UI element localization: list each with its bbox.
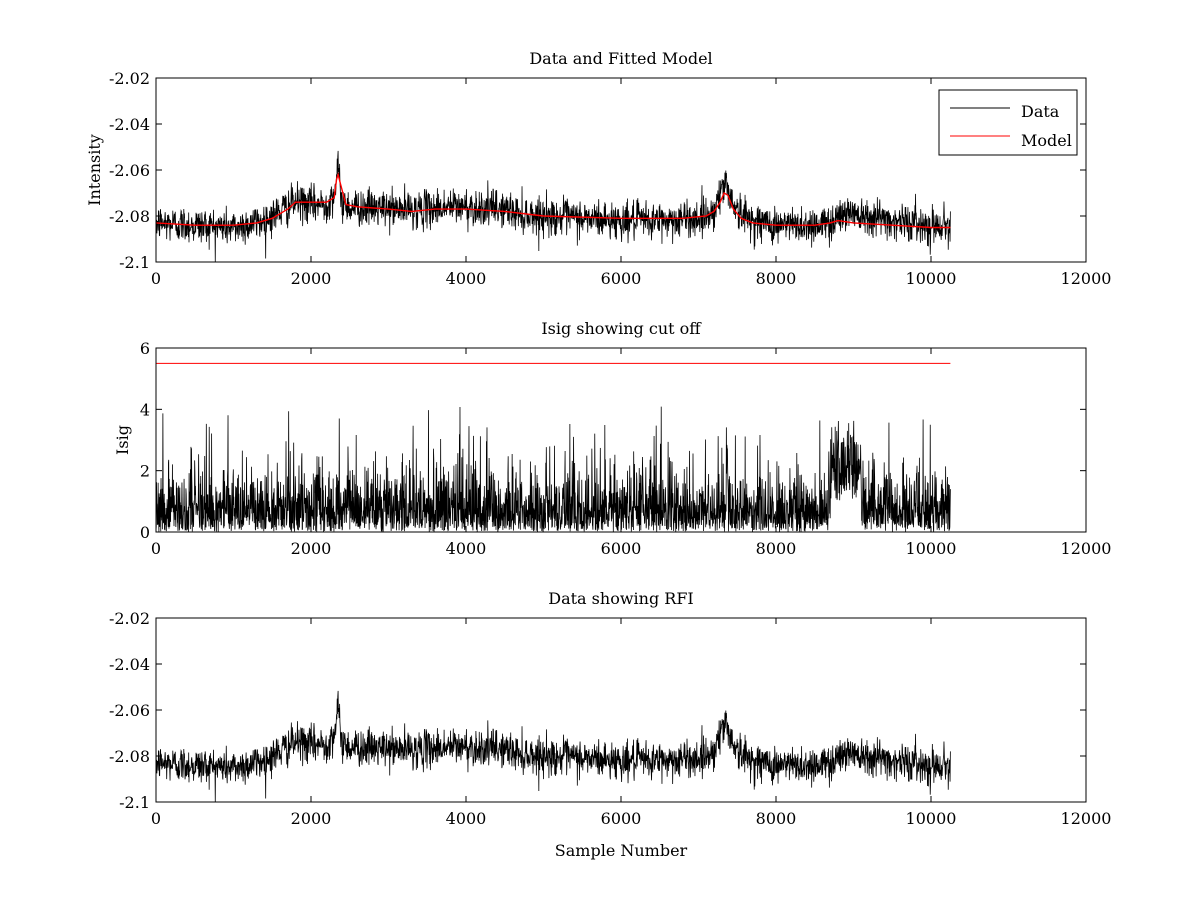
x-tick-label: 8000 xyxy=(756,539,797,558)
panel-2-ticks: 0 2000 4000 6000 8000 10000 12000 0 2 4 6 xyxy=(140,339,1112,558)
panel-3-plot-area xyxy=(155,690,951,803)
x-tick-label: 0 xyxy=(151,539,161,558)
x-tick-label: 2000 xyxy=(291,809,332,828)
x-tick-label: 12000 xyxy=(1061,809,1112,828)
panel-data-showing-rfi: Data showing RFI 0 2000 4000 6000 8000 10000 1… xyxy=(109,589,1111,860)
y-tick-label: -2.1 xyxy=(119,253,150,272)
panel-3-title: Data showing RFI xyxy=(548,589,693,608)
x-tick-label: 6000 xyxy=(601,809,642,828)
x-tick-label: 8000 xyxy=(756,809,797,828)
panel-isig-showing-cut-off: Isig showing cut off Isig 0 2000 4000 6000 8… xyxy=(113,319,1111,558)
y-tick-label: -2.04 xyxy=(109,115,150,134)
y-tick-label: -2.06 xyxy=(109,161,150,180)
panel-1-ylabel: Intensity xyxy=(85,134,104,206)
x-tick-label: 12000 xyxy=(1061,539,1112,558)
y-tick-label: 6 xyxy=(140,339,150,358)
model-series-line xyxy=(155,172,951,229)
isig-series-line xyxy=(155,406,951,532)
legend-model-label: Model xyxy=(1021,131,1072,150)
panel-1-plot-area xyxy=(155,150,951,263)
rfi-data-series-line xyxy=(155,690,951,803)
panel-2-title: Isig showing cut off xyxy=(541,319,702,338)
x-tick-label: 0 xyxy=(151,809,161,828)
legend-box xyxy=(938,89,1078,156)
x-tick-label: 6000 xyxy=(601,539,642,558)
y-tick-label: -2.1 xyxy=(119,793,150,812)
panel-3-ticks: 0 2000 4000 6000 8000 10000 12000 -2.1 -2.08 -2.0… xyxy=(109,609,1111,828)
x-tick-label: 4000 xyxy=(446,539,487,558)
panel-3-xlabel: Sample Number xyxy=(555,841,688,860)
x-tick-label: 10000 xyxy=(906,539,957,558)
panel-data-and-fitted-model: Data and Fitted Model Intensity 0 2000 400… xyxy=(85,49,1111,288)
y-tick-label: 4 xyxy=(140,400,150,419)
y-tick-label: -2.08 xyxy=(109,747,150,766)
data-series-line xyxy=(155,150,951,263)
y-tick-label: 2 xyxy=(140,462,150,481)
x-tick-label: 6000 xyxy=(601,269,642,288)
x-tick-label: 8000 xyxy=(756,269,797,288)
x-tick-label: 12000 xyxy=(1061,269,1112,288)
panel-1-ticks: 0 2000 4000 6000 8000 10000 12000 -2.1 -2.08 -2.0… xyxy=(109,69,1111,288)
panel-1-title: Data and Fitted Model xyxy=(529,49,712,68)
x-tick-label: 10000 xyxy=(906,269,957,288)
x-tick-label: 4000 xyxy=(446,809,487,828)
y-tick-label: -2.02 xyxy=(109,609,150,628)
y-tick-label: -2.04 xyxy=(109,655,150,674)
x-tick-label: 10000 xyxy=(906,809,957,828)
y-tick-label: -2.08 xyxy=(109,207,150,226)
x-tick-label: 2000 xyxy=(291,539,332,558)
legend: Data Model xyxy=(938,89,1078,156)
y-tick-label: -2.06 xyxy=(109,701,150,720)
x-tick-label: 2000 xyxy=(291,269,332,288)
y-tick-label: 0 xyxy=(140,523,150,542)
y-tick-label: -2.02 xyxy=(109,69,150,88)
x-tick-label: 4000 xyxy=(446,269,487,288)
legend-data-label: Data xyxy=(1021,102,1060,121)
x-tick-label: 0 xyxy=(151,269,161,288)
panel-2-plot-area xyxy=(155,362,951,532)
panel-2-ylabel: Isig xyxy=(113,425,132,455)
